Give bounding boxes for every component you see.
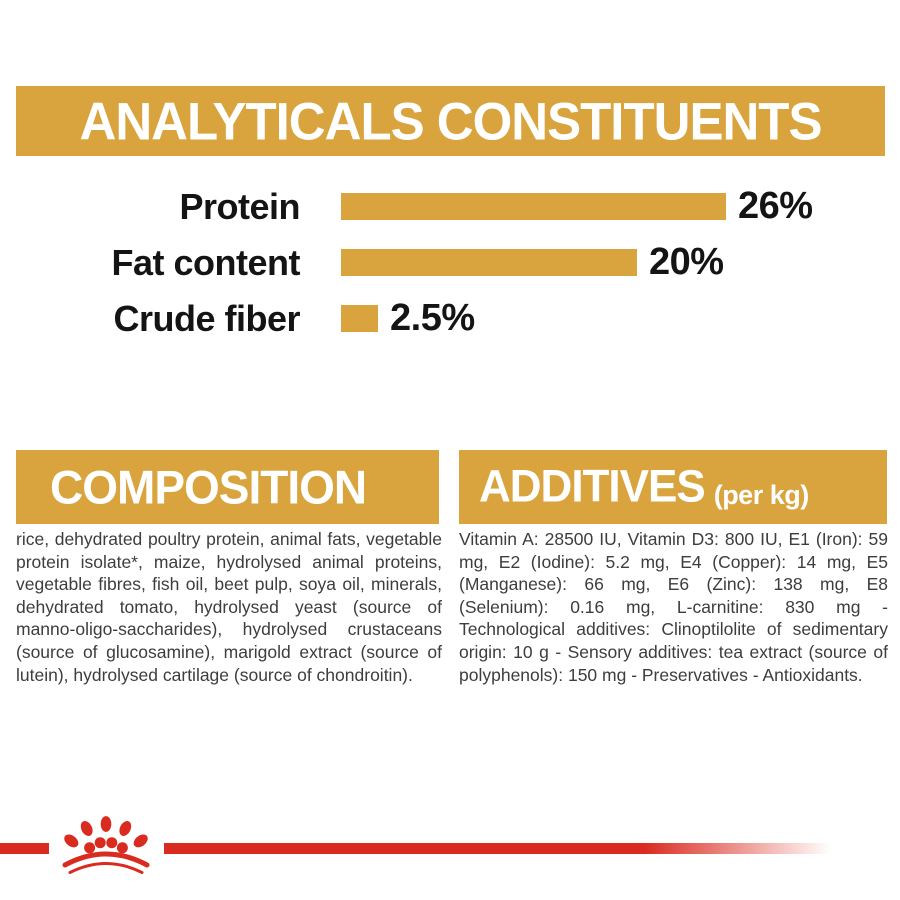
bar-protein [341,193,726,220]
bar-fat-content [341,249,637,276]
composition-header: COMPOSITION [16,450,439,524]
additives-per-kg-suffix: (per kg) [713,479,810,510]
additives-title: ADDITIVES [479,461,706,512]
bar-value-protein: 26% [738,185,813,227]
royal-canin-crown-icon [62,816,150,874]
bar-value-fat-content: 20% [649,241,724,283]
analytical-constituents-title: ANALYTICALS CONSTITUENTS [79,91,823,151]
bar-label-fat-content: Fat content [111,241,301,283]
chart-row-crude-fiber: Crude fiber 2.5% [0,297,900,339]
bar-crude-fiber [341,305,378,332]
additives-header: ADDITIVES (per kg) [459,450,887,524]
analytical-constituents-header: ANALYTICALS CONSTITUENTS [16,86,885,156]
composition-body: rice, dehydrated poultry protein, animal… [16,529,442,685]
additives-body: Vitamin A: 28500 IU, Vitamin D3: 800 IU,… [459,529,888,685]
bar-value-crude-fiber: 2.5% [390,297,475,339]
bar-label-crude-fiber: Crude fiber [113,297,300,339]
analytical-constituents-chart: Protein 26% Fat content 20% Crude fiber … [0,185,900,361]
brand-divider-main-segment [164,843,831,854]
chart-row-protein: Protein 26% [0,185,900,227]
bar-label-protein: Protein [179,185,300,227]
composition-title: COMPOSITION [50,460,367,514]
brand-divider-left-segment [0,843,49,854]
chart-row-fat-content: Fat content 20% [0,241,900,283]
